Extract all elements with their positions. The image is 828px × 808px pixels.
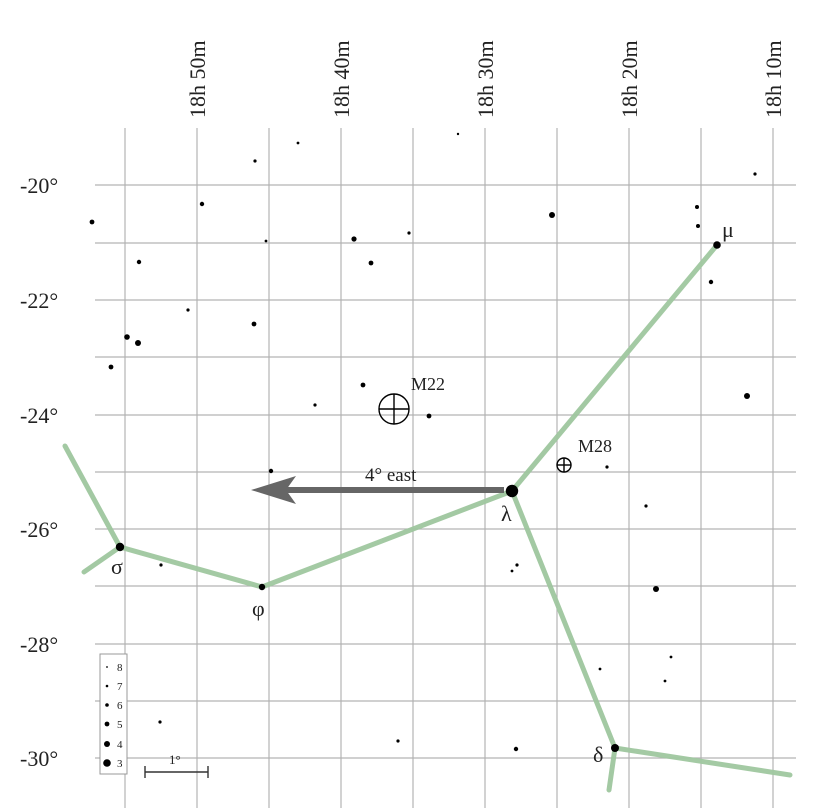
dec-axis-labels: -20° -22° -24° -26° -28° -30° <box>20 173 58 771</box>
scale-bar <box>144 766 209 778</box>
star-sigma <box>115 542 125 552</box>
arrow-label: 4° east <box>365 465 417 486</box>
star-label-sigma: σ <box>111 554 123 579</box>
dso-label-m28: M28 <box>578 436 612 456</box>
star-lambda <box>505 484 519 498</box>
magnitude-legend: 8 7 6 5 4 3 <box>99 653 128 775</box>
legend-mag-8: 8 <box>117 662 123 674</box>
ra-axis-labels: 18h 50m 18h 40m 18h 30m 18h 20m 18h 10m <box>185 40 786 118</box>
cluster-icon-m28 <box>556 457 572 473</box>
ra-label-18h30m: 18h 30m <box>473 40 498 118</box>
scale-bar-label: 1° <box>169 752 181 767</box>
star-label-phi: φ <box>252 596 265 621</box>
coordinate-grid <box>95 128 796 808</box>
ra-label-18h50m: 18h 50m <box>185 40 210 118</box>
legend-mag-5: 5 <box>117 719 123 731</box>
star-labels: μ λ σ φ δ <box>111 217 734 767</box>
dec-label-minus26: -26° <box>20 517 58 542</box>
constellation-lines <box>62 242 793 793</box>
star-mu <box>713 241 721 249</box>
legend-mag-7: 7 <box>117 681 123 693</box>
ra-label-18h40m: 18h 40m <box>329 40 354 118</box>
east-arrow <box>251 476 504 504</box>
star-delta <box>611 744 619 752</box>
star-phi <box>258 583 266 591</box>
legend-mag-6: 6 <box>117 700 123 712</box>
legend-mag-4: 4 <box>117 739 123 751</box>
star-label-mu: μ <box>722 217 734 242</box>
dec-label-minus30: -30° <box>20 746 58 771</box>
legend-mag-3: 3 <box>117 758 123 770</box>
star-label-lambda: λ <box>501 501 512 526</box>
field-stars <box>89 132 757 752</box>
dec-label-minus22: -22° <box>20 288 58 313</box>
ra-label-18h10m: 18h 10m <box>761 40 786 118</box>
ra-label-18h20m: 18h 20m <box>617 40 642 118</box>
dec-label-minus20: -20° <box>20 173 58 198</box>
dec-label-minus24: -24° <box>20 403 58 428</box>
dec-label-minus28: -28° <box>20 632 58 657</box>
deep-sky-objects <box>378 393 572 473</box>
dso-label-m22: M22 <box>411 374 445 394</box>
named-stars <box>115 241 721 752</box>
cluster-icon-m22 <box>378 393 410 425</box>
star-label-delta: δ <box>593 742 603 767</box>
